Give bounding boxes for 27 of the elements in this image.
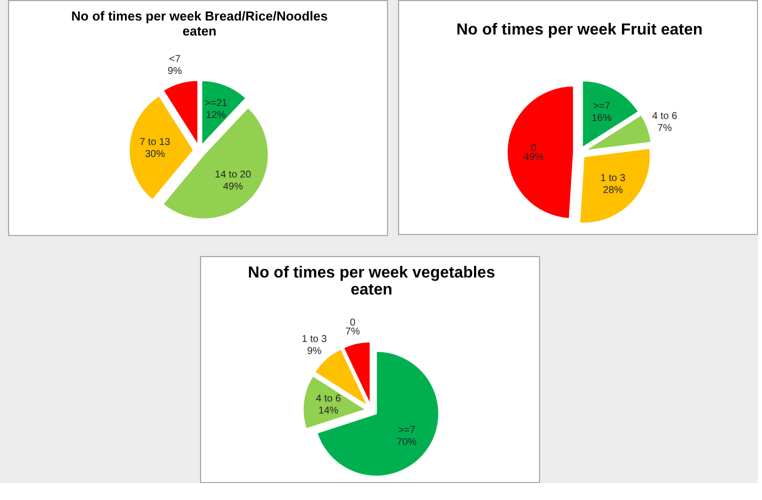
slice-label: 4 to 6	[316, 394, 342, 405]
data-label: 70%	[396, 436, 417, 448]
slice-label: 4 to 6	[652, 110, 678, 122]
slice-label: 0	[530, 143, 537, 154]
slice-label: 14 to 20	[214, 169, 252, 180]
data-label: 14%	[318, 406, 339, 417]
slice-label: 1 to 3	[302, 334, 328, 345]
chart-title: No of times per week Bread/Rice/Noodles eaten	[71, 8, 328, 38]
data-label: 49%	[524, 152, 544, 164]
data-label: 16%	[592, 113, 612, 124]
data-label: 49%	[222, 181, 244, 192]
slice-label: 0	[350, 317, 356, 328]
data-label: 9%	[307, 346, 322, 357]
slice-label: 1 to 3	[600, 173, 626, 184]
chart-title: No of times per week Fruit eaten	[456, 22, 703, 38]
data-label: 12%	[206, 110, 226, 121]
slice-label: >=7	[592, 101, 611, 112]
data-label: 7%	[345, 326, 360, 338]
data-label: 9%	[168, 66, 182, 78]
slice-label: >=21	[204, 98, 228, 109]
data-label: 30%	[144, 148, 166, 160]
slice-label: <7	[169, 54, 181, 66]
slice-label: >=7	[398, 424, 416, 436]
data-label: 28%	[602, 185, 624, 196]
data-label: 7%	[657, 122, 672, 134]
slice-label: 7 to 13	[140, 136, 171, 148]
chart-title: No of times per week vegetables eaten	[248, 264, 496, 298]
